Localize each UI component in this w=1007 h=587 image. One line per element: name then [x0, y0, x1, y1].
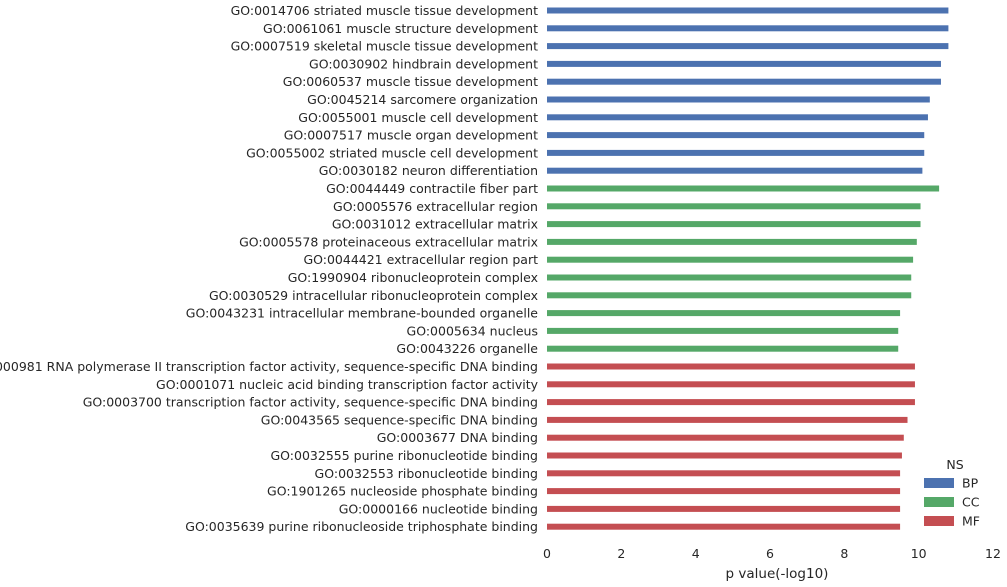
- category-label: GO:0060537 muscle tissue development: [283, 74, 538, 89]
- category-label: GO:0005578 proteinaceous extracellular m…: [239, 234, 538, 249]
- category-label: GO:0044449 contractile fiber part: [326, 181, 538, 196]
- bar-mf-26: [547, 470, 901, 477]
- bar-mf-29: [547, 523, 901, 530]
- bar-bp-5: [547, 96, 930, 103]
- bar-bp-7: [547, 132, 925, 139]
- bar-cc-19: [547, 345, 899, 352]
- category-label: GO:0007519 skeletal muscle tissue develo…: [231, 39, 538, 54]
- bar-bp-8: [547, 149, 925, 156]
- x-axis-title: p value(-log10): [726, 566, 829, 582]
- x-tick-label: 12: [985, 546, 1001, 561]
- bar-bp-4: [547, 78, 941, 85]
- category-label: GO:0030529 intracellular ribonucleoprote…: [209, 288, 538, 303]
- legend-label-cc: CC: [962, 495, 980, 510]
- category-label: GO:0030182 neuron differentiation: [319, 163, 538, 178]
- category-labels-layer: GO:0014706 striated muscle tissue develo…: [0, 3, 539, 534]
- bar-bp-1: [547, 25, 949, 32]
- category-label: GO:0035639 purine ribonucleoside triphos…: [185, 519, 538, 534]
- bar-mf-25: [547, 452, 902, 459]
- x-tick-label: 4: [692, 546, 700, 561]
- bar-bp-2: [547, 43, 949, 50]
- bar-bp-0: [547, 7, 949, 14]
- bar-cc-11: [547, 203, 921, 210]
- category-label: GO:0032553 ribonucleotide binding: [315, 466, 538, 481]
- category-label: GO:0055001 muscle cell development: [298, 110, 538, 125]
- bar-cc-17: [547, 310, 901, 317]
- x-axis-ticks-layer: 0 2 4 6 8 10 12: [543, 546, 1001, 561]
- category-label: GO:0007517 muscle organ development: [284, 128, 538, 143]
- x-tick-label: 10: [911, 546, 927, 561]
- bar-cc-12: [547, 221, 921, 228]
- legend-swatch-cc: [924, 497, 954, 507]
- category-label: GO:0043565 sequence-specific DNA binding: [261, 412, 538, 427]
- bar-bp-6: [547, 114, 928, 121]
- bar-bp-9: [547, 167, 923, 174]
- bar-mf-22: [547, 399, 915, 406]
- category-label: GO:0043231 intracellular membrane-bounde…: [186, 306, 539, 321]
- x-tick-label: 8: [840, 546, 848, 561]
- legend-label-mf: MF: [962, 514, 980, 529]
- bar-mf-24: [547, 434, 904, 441]
- legend-swatch-bp: [924, 478, 954, 488]
- category-label: GO:0000166 nucleotide binding: [339, 501, 538, 516]
- category-label: GO:0032555 purine ribonucleotide binding: [270, 448, 538, 463]
- category-label: GO:1990904 ribonucleoprotein complex: [288, 270, 538, 285]
- legend: NS BP CC MF: [924, 457, 980, 529]
- bar-mf-23: [547, 416, 908, 423]
- x-tick-label: 2: [617, 546, 625, 561]
- bar-mf-20: [547, 363, 915, 370]
- category-label: GO:0003677 DNA binding: [377, 430, 538, 445]
- category-label: GO:0055002 striated muscle cell developm…: [246, 145, 538, 160]
- category-label: GO:0044421 extracellular region part: [303, 252, 538, 267]
- bar-mf-27: [547, 488, 901, 495]
- bar-mf-21: [547, 381, 915, 388]
- category-label: GO:0005576 extracellular region: [333, 199, 538, 214]
- category-label: GO:0003700 transcription factor activity…: [83, 395, 538, 410]
- bar-cc-15: [547, 274, 912, 281]
- bar-mf-28: [547, 505, 901, 512]
- legend-swatch-mf: [924, 516, 954, 526]
- bar-bp-3: [547, 60, 941, 67]
- category-label: GO:0001071 nucleic acid binding transcri…: [156, 377, 539, 392]
- legend-label-bp: BP: [962, 476, 979, 491]
- bar-cc-13: [547, 238, 917, 245]
- bars-layer: [547, 7, 949, 530]
- category-label: GO:0045214 sarcomere organization: [307, 92, 538, 107]
- x-tick-label: 0: [543, 546, 551, 561]
- category-label: GO:0000981 RNA polymerase II transcripti…: [0, 359, 538, 374]
- category-label: GO:0030902 hindbrain development: [309, 56, 538, 71]
- category-label: GO:0005634 nucleus: [407, 323, 538, 338]
- category-label: GO:0014706 striated muscle tissue develo…: [231, 3, 539, 18]
- bar-cc-18: [547, 327, 899, 334]
- bar-cc-16: [547, 292, 912, 299]
- bar-cc-10: [547, 185, 940, 192]
- x-tick-label: 6: [766, 546, 774, 561]
- category-label: GO:0043226 organelle: [396, 341, 538, 356]
- category-label: GO:1901265 nucleoside phosphate binding: [267, 484, 538, 499]
- legend-title: NS: [946, 457, 963, 472]
- category-label: GO:0031012 extracellular matrix: [332, 217, 538, 232]
- category-label: GO:0061061 muscle structure development: [263, 21, 538, 36]
- bar-cc-14: [547, 256, 914, 263]
